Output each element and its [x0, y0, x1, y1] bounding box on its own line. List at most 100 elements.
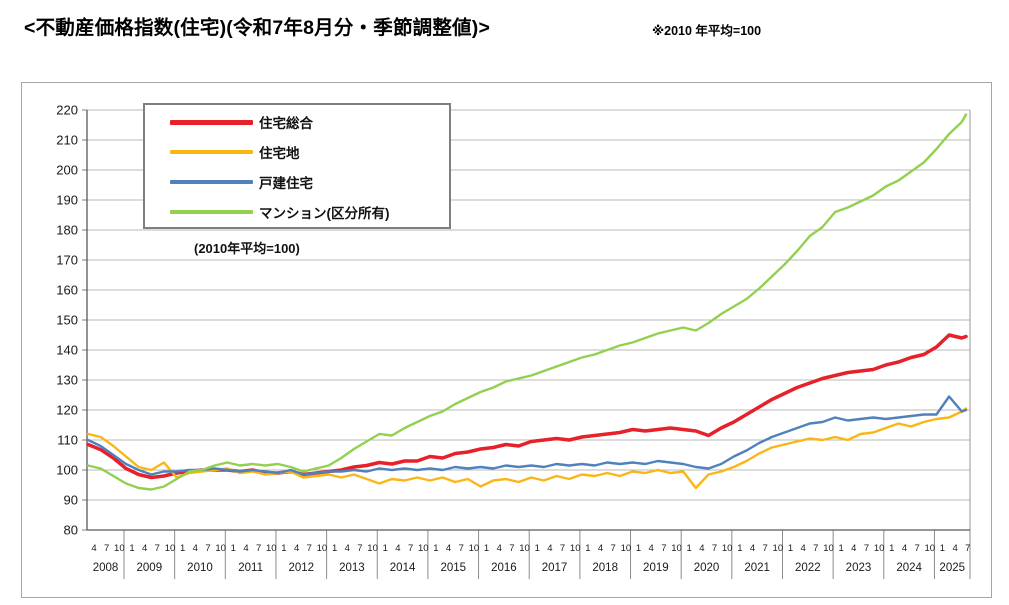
x-month-label: 10 — [317, 543, 328, 554]
x-year-label-2024: 2024 — [896, 562, 922, 574]
x-month-label: 10 — [469, 543, 480, 554]
x-month-label: 4 — [446, 543, 451, 554]
x-month-label: 1 — [788, 543, 793, 554]
x-year-label-2008: 2008 — [93, 562, 119, 574]
y-tick-label-150: 150 — [56, 313, 78, 328]
x-month-label: 1 — [129, 543, 134, 554]
x-month-label: 7 — [611, 543, 616, 554]
x-month-label: 1 — [636, 543, 641, 554]
x-month-label: 10 — [165, 543, 176, 554]
x-year-label-2022: 2022 — [795, 562, 821, 574]
x-month-label: 7 — [256, 543, 261, 554]
x-year-label-2020: 2020 — [694, 562, 720, 574]
legend-item-kodate: 戸建住宅 — [170, 167, 449, 197]
x-month-label: 7 — [104, 543, 109, 554]
legend-item-mansion: マンション(区分所有) — [170, 197, 449, 227]
x-month-label: 7 — [914, 543, 919, 554]
x-month-label: 1 — [535, 543, 540, 554]
y-tick-label-110: 110 — [57, 433, 78, 448]
x-month-label: 10 — [215, 543, 226, 554]
x-month-label: 7 — [307, 543, 312, 554]
x-month-label: 1 — [889, 543, 894, 554]
legend-swatch-jutakuchi — [170, 150, 253, 154]
legend-swatch-sogo — [170, 119, 253, 125]
x-month-label: 4 — [497, 543, 502, 554]
x-year-label-2016: 2016 — [491, 562, 517, 574]
x-month-label: 10 — [874, 543, 885, 554]
x-year-label-2011: 2011 — [238, 562, 263, 574]
x-month-label: 7 — [509, 543, 514, 554]
x-month-label: 7 — [408, 543, 413, 554]
x-month-label: 10 — [114, 543, 125, 554]
x-month-label: 7 — [459, 543, 464, 554]
y-tick-label-130: 130 — [56, 373, 78, 388]
title-note: ※2010 年平均=100 — [652, 24, 762, 38]
x-year-label-2025: 2025 — [939, 562, 965, 574]
x-month-label: 1 — [383, 543, 388, 554]
series-line-1 — [86, 407, 968, 490]
y-tick-label-170: 170 — [56, 253, 78, 268]
x-month-label: 4 — [91, 543, 96, 554]
page-title: <不動産価格指数(住宅)(令和7年8月分・季節調整値)> — [24, 17, 491, 39]
x-month-label: 10 — [519, 543, 530, 554]
x-year-label-2013: 2013 — [339, 562, 365, 574]
y-tick-label-200: 200 — [56, 163, 78, 178]
x-month-label: 10 — [671, 543, 682, 554]
x-month-label: 4 — [142, 543, 147, 554]
x-month-label: 7 — [560, 543, 565, 554]
legend-item-sogo: 住宅総合 — [170, 107, 449, 137]
legend-item-jutakuchi: 住宅地 — [170, 137, 449, 167]
y-tick-label-180: 180 — [56, 223, 78, 238]
x-year-label-2009: 2009 — [137, 562, 163, 574]
y-tick-label-220: 220 — [56, 103, 78, 118]
y-tick-label-90: 90 — [64, 493, 78, 508]
x-month-label: 1 — [940, 543, 945, 554]
y-tick-label-210: 210 — [56, 133, 78, 148]
legend-label-jutakuchi: 住宅地 — [259, 146, 300, 161]
x-month-label: 7 — [965, 543, 970, 554]
x-year-label-2015: 2015 — [440, 562, 466, 574]
x-month-label: 4 — [294, 543, 299, 554]
x-month-label: 10 — [722, 543, 733, 554]
x-month-label: 1 — [332, 543, 337, 554]
y-tick-label-120: 120 — [56, 403, 78, 418]
x-month-label: 10 — [924, 543, 935, 554]
x-month-label: 7 — [712, 543, 717, 554]
y-tick-label-80: 80 — [64, 523, 78, 538]
x-month-label: 7 — [763, 543, 768, 554]
x-month-label: 1 — [180, 543, 185, 554]
x-month-label: 4 — [598, 543, 603, 554]
x-month-label: 10 — [773, 543, 784, 554]
x-month-label: 7 — [864, 543, 869, 554]
x-year-label-2017: 2017 — [542, 562, 568, 574]
legend-swatch-mansion — [170, 210, 253, 214]
x-month-label: 10 — [823, 543, 834, 554]
y-tick-label-100: 100 — [56, 463, 78, 478]
x-month-label: 4 — [902, 543, 907, 554]
x-year-label-2019: 2019 — [643, 562, 669, 574]
x-month-label: 4 — [345, 543, 350, 554]
x-month-label: 4 — [243, 543, 248, 554]
x-year-label-2012: 2012 — [288, 562, 314, 574]
x-month-label: 10 — [621, 543, 632, 554]
x-month-label: 1 — [231, 543, 236, 554]
x-month-label: 10 — [570, 543, 581, 554]
x-month-label: 4 — [952, 543, 957, 554]
legend-label-sogo: 住宅総合 — [259, 116, 313, 131]
y-tick-label-140: 140 — [56, 343, 78, 358]
x-month-label: 7 — [661, 543, 666, 554]
x-month-label: 4 — [547, 543, 552, 554]
series-line-2 — [86, 395, 968, 476]
x-month-label: 7 — [357, 543, 362, 554]
x-year-label-2021: 2021 — [744, 562, 770, 574]
x-year-label-2014: 2014 — [390, 562, 416, 574]
x-month-label: 1 — [585, 543, 590, 554]
x-month-label: 1 — [737, 543, 742, 554]
x-month-label: 4 — [851, 543, 856, 554]
y-tick-label-190: 190 — [56, 193, 78, 208]
y-tick-label-160: 160 — [56, 283, 78, 298]
chart-legend: 住宅総合 住宅地 戸建住宅 マンション(区分所有) — [143, 103, 451, 229]
series-line-3 — [86, 113, 968, 491]
